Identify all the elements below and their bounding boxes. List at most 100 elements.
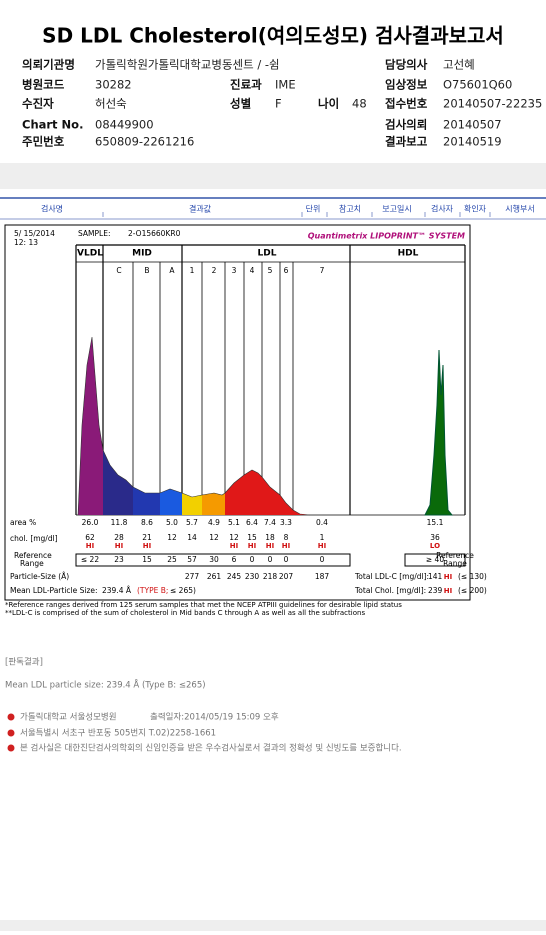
footnote: *Reference ranges derived from 125 serum… xyxy=(5,601,402,609)
info-value: 20140507-22235 xyxy=(443,97,542,111)
chol-value: 1 xyxy=(320,533,325,542)
subfraction-label: 2 xyxy=(212,266,217,275)
mean-ref: ≤ 265) xyxy=(170,586,196,595)
area-value: 11.8 xyxy=(111,518,128,527)
chol-value: 12 xyxy=(209,533,219,542)
info-label: 결과보고 xyxy=(385,135,428,149)
reference-value: 0 xyxy=(268,555,273,564)
info-label: 담당의사 xyxy=(385,58,428,72)
report-frame xyxy=(4,224,471,601)
divider-band xyxy=(0,163,546,189)
reference-value: 6 xyxy=(232,555,237,564)
row-label: chol. [mg/dl] xyxy=(10,534,58,543)
flag: LO xyxy=(430,542,440,550)
sample-label: SAMPLE: xyxy=(78,229,110,238)
size-value: 261 xyxy=(207,572,222,581)
trace-segment xyxy=(133,487,160,515)
info-label: 성별 xyxy=(230,97,251,111)
area-value: 0.4 xyxy=(316,518,328,527)
info-value: 20140519 xyxy=(443,135,502,149)
note-text: 출력일자:2014/05/19 15:09 오후 xyxy=(150,712,279,723)
chol-value: 36 xyxy=(430,533,440,542)
flag: HI xyxy=(230,542,238,550)
trace-outline xyxy=(77,336,311,516)
column-header: 참고치 xyxy=(339,204,361,214)
info-value: IME xyxy=(275,78,296,92)
reference-box xyxy=(75,553,351,567)
hdl-trace xyxy=(424,349,454,516)
subfraction-label: A xyxy=(169,266,175,275)
band-label: MID xyxy=(132,249,152,259)
column-header: 결과값 xyxy=(189,204,212,214)
area-value: 8.6 xyxy=(141,518,153,527)
flag: HI xyxy=(282,542,290,550)
row-label: Range xyxy=(20,559,44,568)
reference-value: 57 xyxy=(187,555,197,564)
sample-id: 2-O15660KR0 xyxy=(128,229,181,238)
info-value: 허선숙 xyxy=(95,97,127,111)
reference-value: 25 xyxy=(167,555,177,564)
info-value: 가톨릭학원가톨릭대학교병동센트 / -쉼 xyxy=(95,58,280,72)
subfraction-label: 1 xyxy=(190,266,195,275)
info-value: 20140507 xyxy=(443,118,502,132)
info-label: 의뢰기관명 xyxy=(22,58,75,72)
reference-value: ≤ 22 xyxy=(81,555,99,564)
bullet-icon xyxy=(7,744,15,752)
column-header: 시행부서 xyxy=(505,204,534,214)
reference-value: 23 xyxy=(114,555,124,564)
info-label: 접수번호 xyxy=(385,97,428,111)
info-value: 고선혜 xyxy=(443,58,475,72)
bullet-icon xyxy=(7,713,15,721)
area-value: 5.0 xyxy=(166,518,178,527)
band-label: VLDL xyxy=(77,249,103,259)
chol-value: 8 xyxy=(284,533,289,542)
row-label: Particle-Size (Å) xyxy=(10,572,69,581)
area-value: 15.1 xyxy=(427,518,444,527)
total-value: 239 xyxy=(428,586,443,595)
total-ref: (≤ 130) xyxy=(458,572,487,581)
size-value: 187 xyxy=(315,572,330,581)
note-text: 가톨릭대학교 서울성모병원 xyxy=(20,712,117,723)
reference-box xyxy=(404,553,466,567)
mean-label: Mean LDL-Particle Size: xyxy=(10,586,98,595)
flag: HI xyxy=(266,542,274,550)
info-label: 진료과 xyxy=(230,78,262,92)
subfraction-label: 5 xyxy=(268,266,273,275)
info-value: F xyxy=(275,97,282,111)
flag: HI xyxy=(248,542,256,550)
interpretation-text: Mean LDL particle size: 239.4 Å (Type B:… xyxy=(5,679,206,691)
subfraction-label: C xyxy=(116,266,121,275)
info-value: 48 xyxy=(352,97,367,111)
total-flag: HI xyxy=(444,573,452,581)
row-label: Reference xyxy=(436,551,474,560)
subfraction-label: 7 xyxy=(320,266,325,275)
band-label: LDL xyxy=(258,249,277,259)
flag: HI xyxy=(143,542,151,550)
info-value: 30282 xyxy=(95,78,132,92)
chol-value: 28 xyxy=(114,533,124,542)
info-label: 병원코드 xyxy=(22,78,65,92)
chol-value: 15 xyxy=(247,533,257,542)
area-value: 7.4 xyxy=(264,518,276,527)
reference-value: ≥ 40 xyxy=(426,555,444,564)
size-value: 230 xyxy=(245,572,260,581)
column-header: 보고일시 xyxy=(382,205,411,214)
area-value: 5.7 xyxy=(186,518,198,527)
chol-value: 12 xyxy=(229,533,239,542)
brand: Quantimetrix LIPOPRINT™ SYSTEM xyxy=(308,232,465,241)
footnote: **LDL-C is comprised of the sum of chole… xyxy=(5,609,365,617)
flag: HI xyxy=(318,542,326,550)
column-header: 검사자 xyxy=(431,204,454,214)
trace-segment xyxy=(202,493,225,515)
column-header: 검사명 xyxy=(41,204,63,214)
chol-value: 12 xyxy=(167,533,177,542)
interpretation-title: [판독결과] xyxy=(5,657,43,668)
trace-segment xyxy=(182,493,202,515)
reference-value: 0 xyxy=(320,555,325,564)
area-value: 26.0 xyxy=(82,518,99,527)
info-label: 주민번호 xyxy=(22,135,65,149)
info-label: 검사의뢰 xyxy=(385,118,427,132)
info-value: 650809-2261216 xyxy=(95,135,194,149)
